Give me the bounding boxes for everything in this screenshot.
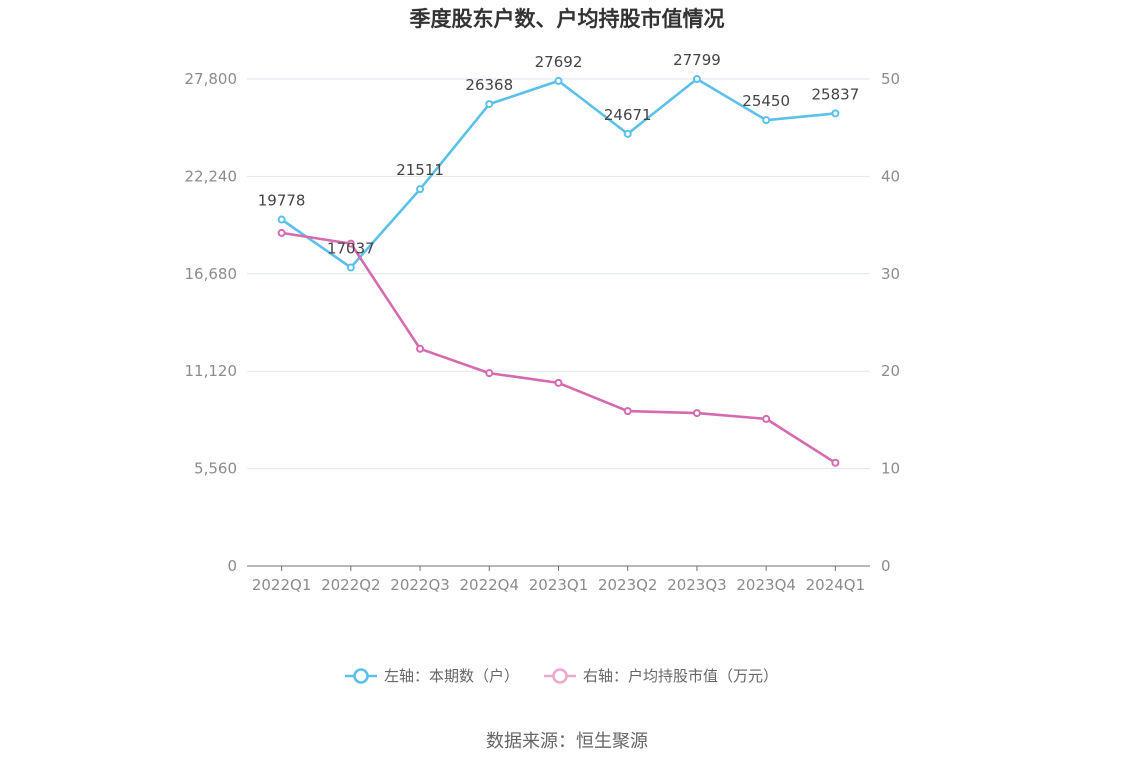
x-tick-label: 2023Q3	[667, 576, 727, 594]
data-point	[762, 414, 771, 423]
right-axis-ticks: 0 10 20 30 40 50	[881, 70, 900, 575]
data-label: 27799	[673, 51, 721, 69]
data-point	[762, 116, 771, 125]
x-tick-label: 2023Q1	[529, 576, 589, 594]
data-label: 25837	[812, 85, 860, 103]
legend-label: 左轴：本期数（户）	[384, 667, 519, 685]
left-tick-label: 27,800	[185, 70, 238, 88]
data-label: 24671	[604, 106, 652, 124]
source-note: 数据来源：恒生聚源	[486, 731, 648, 752]
legend-label: 右轴：户均持股市值（万元）	[583, 667, 778, 685]
series-layer	[277, 75, 840, 467]
data-point	[831, 458, 840, 467]
right-tick-label: 20	[881, 362, 900, 380]
data-point	[831, 109, 840, 118]
left-tick-label: 16,680	[185, 265, 238, 283]
data-point	[623, 129, 632, 138]
left-tick-label: 0	[227, 557, 237, 575]
data-point	[623, 407, 632, 416]
x-tick-label: 2022Q1	[252, 576, 312, 594]
x-tick-label: 2024Q1	[806, 576, 866, 594]
legend-marker	[552, 668, 568, 684]
right-tick-label: 0	[881, 557, 891, 575]
data-label: 26368	[465, 76, 513, 94]
right-tick-label: 50	[881, 70, 900, 88]
data-point	[485, 369, 494, 378]
x-axis: 2022Q1 2022Q2 2022Q3 2022Q4 2023Q1 2023Q2 2023…	[247, 565, 870, 594]
x-tick-label: 2023Q4	[736, 576, 796, 594]
data-point	[346, 239, 355, 248]
legend-marker	[353, 668, 369, 684]
data-point	[485, 100, 494, 109]
grid-lines	[247, 78, 870, 470]
data-label: 27692	[535, 53, 583, 71]
x-tick-label: 2022Q4	[460, 576, 520, 594]
right-tick-label: 30	[881, 265, 900, 283]
chart-title: 季度股东户数、户均持股市值情况	[410, 7, 725, 31]
right-tick-label: 10	[881, 460, 900, 478]
data-label: 25450	[742, 92, 790, 110]
series-line-1	[281, 231, 837, 464]
left-axis-ticks: 0 5,560 11,120 16,680 22,240 27,800	[185, 70, 238, 575]
x-tick-label: 2022Q3	[390, 576, 450, 594]
data-point	[277, 215, 286, 224]
data-label: 17037	[327, 240, 375, 258]
data-point	[554, 378, 563, 387]
data-labels: 19778 17037 21511 26368 27692 24671 27799 25450…	[258, 51, 859, 258]
x-tick-label: 2022Q2	[321, 576, 381, 594]
left-tick-label: 5,560	[194, 460, 237, 478]
left-tick-label: 22,240	[185, 167, 238, 185]
data-label: 21511	[396, 161, 444, 179]
data-point	[416, 344, 425, 353]
x-tick-label: 2023Q2	[598, 576, 658, 594]
left-tick-label: 11,120	[185, 362, 238, 380]
data-point	[692, 409, 701, 418]
data-label: 19778	[258, 192, 306, 210]
legend[interactable]: 左轴：本期数（户） 右轴：户均持股市值（万元）	[345, 667, 778, 685]
data-point	[277, 228, 286, 237]
data-point	[692, 75, 701, 84]
data-point	[416, 185, 425, 194]
data-point	[346, 263, 355, 272]
data-point	[554, 76, 563, 85]
right-tick-label: 40	[881, 167, 900, 185]
